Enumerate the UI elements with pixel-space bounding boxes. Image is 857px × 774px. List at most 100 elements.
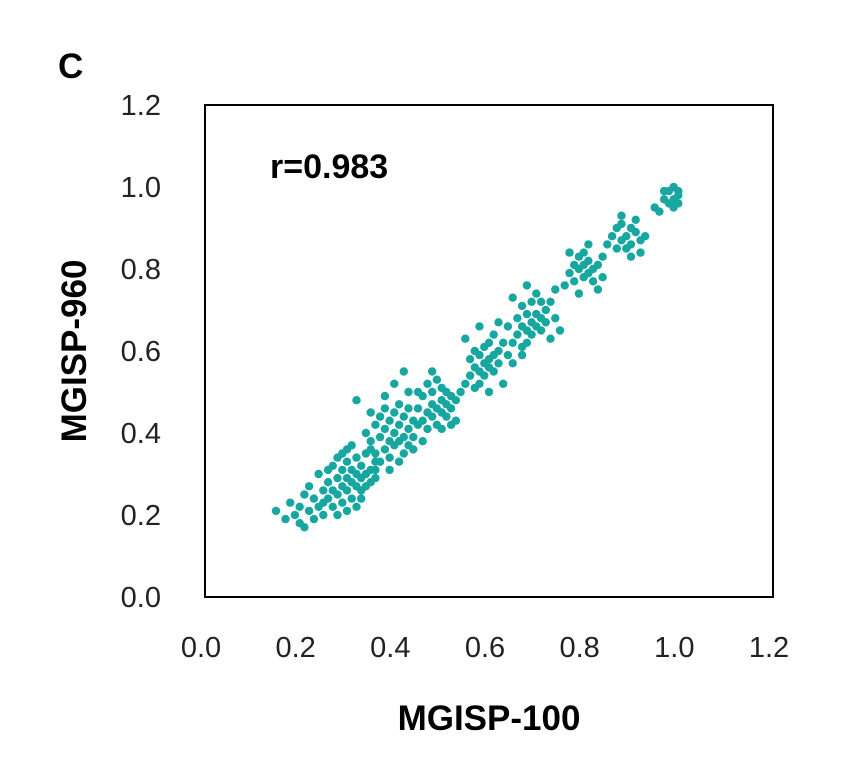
data-point: [584, 240, 593, 249]
data-point: [603, 240, 612, 249]
data-point: [342, 457, 352, 466]
data-point: [517, 350, 527, 360]
data-point: [371, 449, 380, 458]
data-point: [409, 432, 418, 442]
data-point: [394, 400, 404, 409]
data-point: [295, 502, 304, 511]
data-point: [456, 387, 465, 397]
data-point: [565, 248, 574, 257]
data-point: [527, 330, 536, 339]
data-point: [304, 506, 314, 516]
data-point: [513, 314, 522, 323]
data-point: [475, 322, 484, 331]
data-point: [574, 289, 584, 298]
data-point: [423, 424, 432, 434]
data-point: [338, 498, 347, 507]
data-point: [626, 240, 636, 249]
data-point: [560, 281, 569, 290]
data-point: [423, 379, 432, 388]
data-point: [636, 248, 645, 257]
data-point: [584, 256, 593, 265]
data-point: [352, 453, 361, 462]
x-axis-title: MGISP-100: [398, 699, 581, 738]
data-point: [622, 232, 631, 241]
data-point: [446, 404, 456, 413]
data-point: [508, 293, 517, 302]
y-tick-label: 0.2: [121, 500, 161, 532]
data-point: [352, 502, 361, 511]
data-point: [290, 510, 300, 520]
data-point: [352, 396, 361, 405]
data-point: [465, 371, 475, 380]
data-point: [631, 227, 640, 237]
data-point: [494, 318, 503, 327]
y-tick-label: 0.4: [121, 418, 161, 450]
data-point: [390, 428, 399, 438]
data-point: [475, 379, 484, 388]
plot-frame: [204, 104, 774, 598]
correlation-annotation: r=0.983: [270, 148, 388, 186]
data-point: [399, 412, 408, 421]
data-point: [428, 412, 437, 421]
data-point: [333, 510, 342, 520]
data-point: [480, 371, 489, 380]
data-point: [442, 412, 451, 421]
y-tick-label: 0.6: [121, 336, 161, 368]
data-point: [484, 387, 494, 397]
data-point: [309, 494, 319, 503]
data-point: [437, 424, 446, 434]
data-point: [461, 334, 470, 343]
data-point: [271, 506, 281, 516]
x-tick-label: 1.2: [749, 632, 789, 664]
data-point: [342, 486, 352, 495]
y-tick-label: 1.2: [121, 90, 161, 122]
data-point: [451, 396, 461, 405]
y-tick-label: 0.8: [121, 254, 161, 286]
data-point: [304, 482, 314, 491]
data-point: [371, 465, 380, 475]
data-point: [366, 437, 375, 446]
data-point: [314, 469, 323, 479]
data-point: [607, 232, 617, 241]
data-point: [536, 297, 546, 306]
panel-label: C: [58, 47, 83, 86]
data-point: [361, 428, 371, 438]
data-point: [409, 445, 418, 454]
data-point: [399, 432, 408, 442]
data-point: [527, 297, 536, 306]
data-point: [555, 326, 565, 335]
data-point: [375, 432, 385, 442]
data-point: [380, 445, 390, 454]
data-point: [617, 219, 626, 229]
data-point: [366, 408, 375, 417]
data-point: [626, 252, 636, 261]
data-point: [508, 338, 517, 347]
x-axis-ticks: 0.0 0.2 0.4 0.6 0.8 1.0 1.2: [181, 632, 789, 664]
data-point: [503, 322, 513, 331]
data-point: [380, 391, 390, 401]
data-point: [546, 334, 555, 343]
data-point: [357, 494, 366, 503]
y-axis-ticks: 0.0 0.2 0.4 0.6 0.8 1.0 1.2: [121, 90, 161, 614]
data-point: [674, 186, 683, 196]
data-point: [309, 514, 319, 524]
data-point: [399, 367, 408, 376]
data-point: [319, 498, 328, 507]
data-point: [300, 490, 309, 499]
data-point: [593, 285, 603, 294]
data-point: [399, 449, 408, 458]
data-point: [598, 273, 607, 282]
data-point: [655, 207, 664, 216]
data-point: [413, 404, 423, 413]
data-point: [513, 330, 522, 339]
data-point: [394, 420, 404, 429]
data-point: [669, 203, 678, 212]
data-point: [418, 416, 427, 425]
data-point: [659, 186, 669, 196]
data-point: [508, 359, 517, 368]
data-point: [541, 305, 550, 315]
data-point: [347, 494, 356, 503]
data-point: [286, 498, 295, 507]
data-point: [319, 510, 328, 520]
